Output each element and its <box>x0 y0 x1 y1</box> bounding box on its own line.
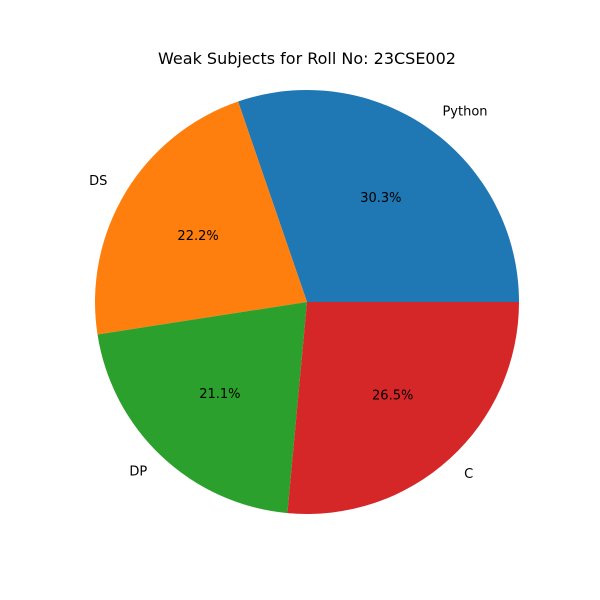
slice-label-python: Python <box>442 105 487 120</box>
chart-title: Weak Subjects for Roll No: 23CSE002 <box>158 49 456 68</box>
pie-slices <box>94 90 519 514</box>
slice-label-dp: DP <box>129 464 147 479</box>
pie-slice-c <box>287 302 519 514</box>
pie-labels: Python 30.3% DS 22.2% DP 21.1% C 26.5% <box>89 105 487 482</box>
slice-label-c: C <box>464 467 473 482</box>
percent-label-python: 30.3% <box>360 191 401 206</box>
percent-label-ds: 22.2% <box>177 229 218 244</box>
pie-slice-dp <box>97 302 307 514</box>
pie-slice-ds <box>94 101 307 335</box>
slice-label-ds: DS <box>89 174 107 189</box>
pie-slice-python <box>238 90 519 302</box>
percent-label-dp: 21.1% <box>199 387 240 402</box>
percent-label-c: 26.5% <box>372 389 413 404</box>
